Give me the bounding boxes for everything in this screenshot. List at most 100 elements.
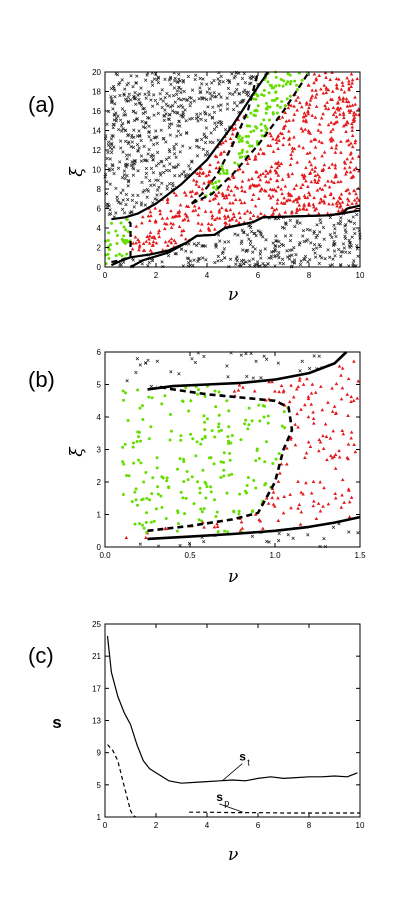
black-cross-point: [328, 215, 332, 220]
red-triangle-point: [272, 187, 277, 191]
red-triangle-point: [270, 205, 274, 210]
red-triangle-point: [352, 442, 356, 446]
red-triangle-point: [193, 208, 198, 212]
red-triangle-point: [284, 119, 289, 123]
red-triangle-point: [352, 398, 356, 402]
black-cross-point: [126, 178, 131, 183]
red-triangle-point: [347, 500, 352, 504]
black-cross-point: [149, 183, 153, 188]
black-cross-point: [336, 221, 340, 226]
red-triangle-point: [326, 107, 331, 111]
green-dot-point: [217, 179, 221, 183]
black-cross-point: [110, 99, 114, 103]
red-triangle-point: [153, 220, 158, 224]
black-cross-point: [140, 262, 144, 266]
red-triangle-point: [146, 214, 151, 218]
red-triangle-point: [141, 248, 146, 252]
red-triangle-point: [342, 90, 347, 94]
black-cross-point: [114, 186, 118, 190]
y-tick-label: 8: [97, 185, 102, 194]
green-dot-point: [182, 457, 186, 461]
green-dot-point: [267, 91, 271, 95]
green-dot-point: [142, 480, 146, 484]
green-dot-point: [228, 458, 232, 462]
red-triangle-point: [279, 161, 284, 165]
black-cross-point: [130, 160, 134, 164]
green-dot-point: [225, 491, 229, 495]
black-cross-point: [286, 533, 290, 537]
red-triangle-point: [281, 388, 286, 392]
black-cross-point: [168, 162, 172, 166]
red-triangle-point: [314, 92, 319, 96]
black-cross-point: [343, 224, 347, 228]
red-triangle-point: [310, 382, 315, 386]
black-cross-point: [132, 118, 137, 123]
red-triangle-point: [346, 413, 350, 417]
black-cross-point: [123, 97, 128, 101]
black-cross-point: [298, 262, 303, 267]
red-triangle-point: [331, 127, 335, 131]
black-cross-point: [167, 94, 172, 98]
y-tick-label: 5: [97, 781, 102, 790]
red-triangle-point: [294, 210, 299, 215]
red-triangle-point: [232, 175, 236, 180]
green-dot-point: [284, 82, 288, 86]
red-triangle-point: [212, 525, 217, 529]
red-triangle-point: [232, 389, 237, 393]
red-triangle-point: [317, 211, 321, 215]
red-triangle-point: [327, 202, 331, 206]
green-dot-point: [134, 498, 138, 502]
red-triangle-point: [209, 179, 213, 183]
red-triangle-point: [304, 113, 308, 117]
black-cross-point: [133, 161, 137, 166]
green-dot-point: [286, 72, 290, 76]
black-cross-point: [194, 116, 199, 120]
red-triangle-point: [273, 168, 277, 172]
red-triangle-point: [313, 115, 318, 119]
black-cross-point: [250, 534, 255, 538]
black-cross-point: [348, 241, 352, 245]
red-triangle-point: [208, 162, 212, 167]
red-triangle-point: [235, 186, 240, 190]
red-triangle-point: [228, 208, 233, 212]
black-cross-point: [219, 122, 223, 127]
red-triangle-point: [263, 174, 268, 178]
black-cross-point: [121, 188, 125, 192]
black-cross-point: [133, 102, 138, 106]
green-dot-point: [107, 256, 111, 260]
red-triangle-point: [227, 218, 232, 222]
black-cross-point: [196, 257, 201, 261]
red-triangle-point: [347, 86, 351, 90]
black-cross-point: [173, 76, 177, 81]
red-triangle-point: [241, 170, 245, 174]
black-cross-point: [136, 169, 140, 173]
black-cross-point: [216, 104, 221, 108]
black-cross-point: [123, 176, 127, 181]
red-triangle-point: [266, 143, 270, 147]
red-triangle-point: [271, 502, 276, 506]
black-cross-point: [126, 120, 131, 125]
black-cross-point: [147, 134, 151, 139]
panel-c-lines: [106, 636, 360, 818]
red-triangle-point: [280, 177, 285, 181]
red-triangle-point: [274, 189, 278, 193]
red-triangle-point: [214, 154, 219, 159]
black-cross-point: [158, 92, 162, 96]
green-dot-point: [288, 82, 292, 86]
black-cross-point: [188, 104, 192, 108]
black-cross-point: [174, 155, 178, 160]
red-triangle-point: [287, 129, 291, 133]
black-cross-point: [341, 242, 346, 246]
red-triangle-point: [339, 150, 343, 154]
red-triangle-point: [331, 196, 336, 200]
red-triangle-point: [151, 239, 156, 244]
black-cross-point: [129, 163, 133, 168]
red-triangle-point: [334, 201, 339, 205]
red-triangle-point: [268, 177, 273, 181]
black-cross-point: [162, 118, 166, 123]
green-dot-point: [205, 485, 209, 489]
red-triangle-point: [250, 197, 254, 202]
green-dot-point: [274, 75, 278, 79]
black-cross-point: [120, 176, 125, 180]
black-cross-point: [285, 249, 289, 253]
